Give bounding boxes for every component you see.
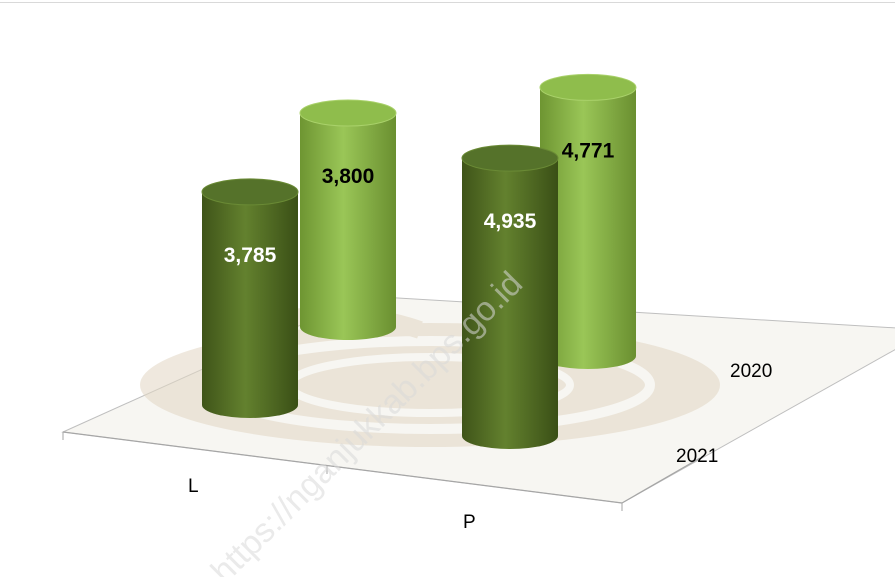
x-axis-line [62,431,623,504]
bar-top-cap [461,144,559,172]
bar-2020-L: 3,800 [299,99,397,340]
bar-2021-P: 4,935 [461,144,559,450]
bar-top-cap [539,73,637,101]
top-divider [0,2,895,3]
depth-tick-label-2020: 2020 [730,361,772,382]
data-label-2021-L: 3,785 [224,244,277,267]
bar-body [462,158,558,450]
bar-2021-L: 3,785 [201,178,299,418]
data-label-2021-P: 4,935 [484,210,537,233]
bar-top-cap [299,99,397,127]
bar-body [202,191,298,418]
bar-group: 3,800 4,771 3,785 4,935 [201,73,637,450]
bar-body [300,113,396,340]
x-tick-label-P: P [463,512,476,533]
data-label-2020-P: 4,771 [562,139,615,162]
bar-body [540,87,636,369]
bar-top-cap [201,178,299,206]
bar-2020-P: 4,771 [539,73,637,369]
depth-tick-label-2021: 2021 [676,446,718,467]
x-tick-label-L: L [188,476,199,497]
data-label-2020-L: 3,800 [322,165,375,188]
depth-axis-line [621,457,701,504]
